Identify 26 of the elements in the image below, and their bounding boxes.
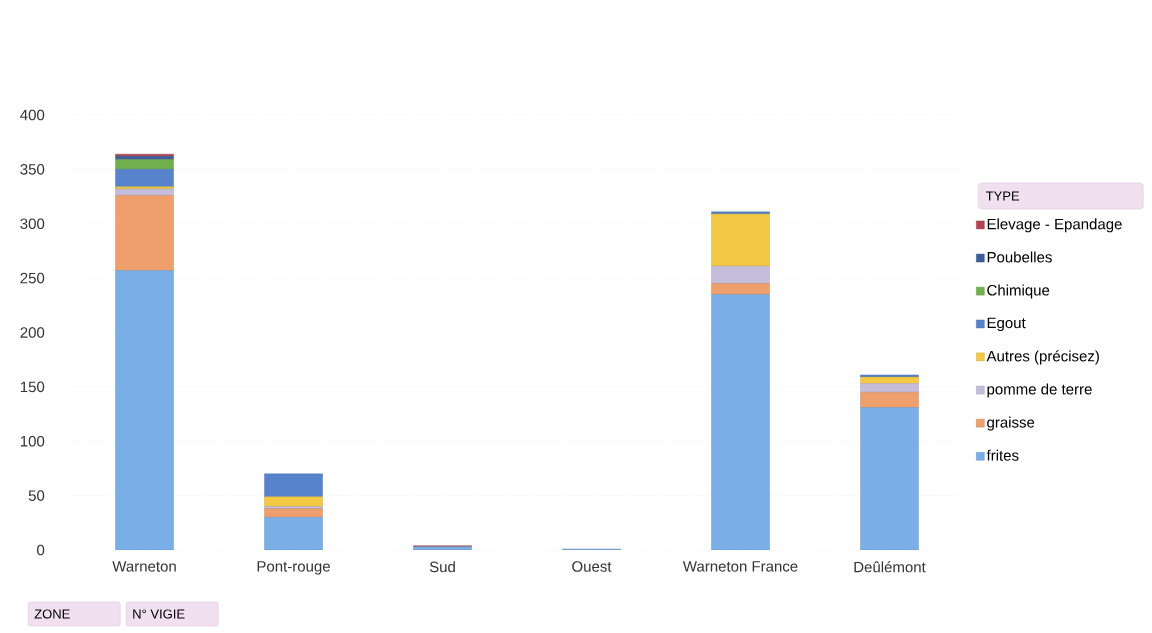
y-tick-label: 100	[20, 435, 45, 447]
y-tick-label: 250	[20, 272, 45, 284]
y-tick-label: 200	[20, 327, 45, 338]
x-tick-label: Ouest	[572, 561, 612, 572]
legend-label: graisse	[987, 416, 1035, 431]
legend-label: Autres (précisez)	[986, 350, 1099, 365]
legend-label: Egout	[987, 317, 1026, 332]
legend-title: TYPE	[986, 191, 1020, 201]
x-tick-label: Deûlémont	[854, 561, 926, 573]
legend-label: Chimique	[987, 284, 1050, 299]
x-tick-label: Pont-rouge	[257, 561, 330, 575]
y-tick-label: 150	[20, 381, 45, 393]
x-tick-label: Warneton	[112, 561, 176, 572]
legend-label: Elevage - Epandage	[987, 218, 1122, 233]
legend-label: pomme de terre	[987, 383, 1092, 398]
y-tick-label: 350	[20, 164, 45, 175]
text: N° VIGIE	[133, 609, 185, 619]
x-tick-label: Warneton France	[682, 561, 798, 572]
y-tick-label: 50	[28, 490, 45, 501]
x-tick-label: Sud	[429, 561, 455, 573]
legend-label: frites	[986, 449, 1019, 461]
text: ZONE	[34, 609, 70, 619]
legend-label: Poubelles	[987, 251, 1052, 263]
y-tick-label: 300	[20, 218, 45, 230]
y-tick-label: 0	[37, 544, 45, 556]
y-tick-label: 400	[20, 109, 45, 121]
